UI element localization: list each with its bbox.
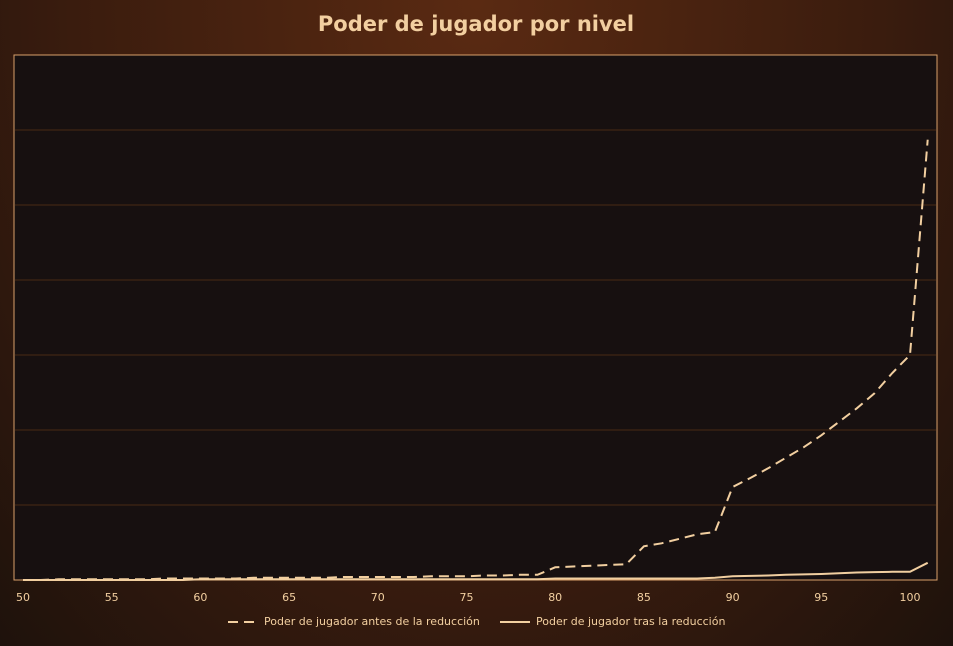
x-tick-label: 80 (548, 591, 562, 604)
chart-title: Poder de jugador por nivel (318, 12, 634, 36)
x-tick-label: 60 (193, 591, 207, 604)
x-tick-label: 50 (16, 591, 30, 604)
x-tick-label: 70 (371, 591, 385, 604)
plot-area (13, 54, 938, 581)
x-tick-label: 100 (900, 591, 921, 604)
x-tick-label: 85 (637, 591, 651, 604)
x-tick-label: 65 (282, 591, 296, 604)
legend-label: Poder de jugador antes de la reducción (264, 615, 480, 628)
x-tick-label: 75 (460, 591, 474, 604)
series-line (23, 561, 929, 581)
x-tick-label: 90 (726, 591, 740, 604)
series-line (23, 139, 929, 581)
x-tick-label: 55 (105, 591, 119, 604)
legend-label: Poder de jugador tras la reducción (536, 615, 725, 628)
x-tick-label: 95 (814, 591, 828, 604)
